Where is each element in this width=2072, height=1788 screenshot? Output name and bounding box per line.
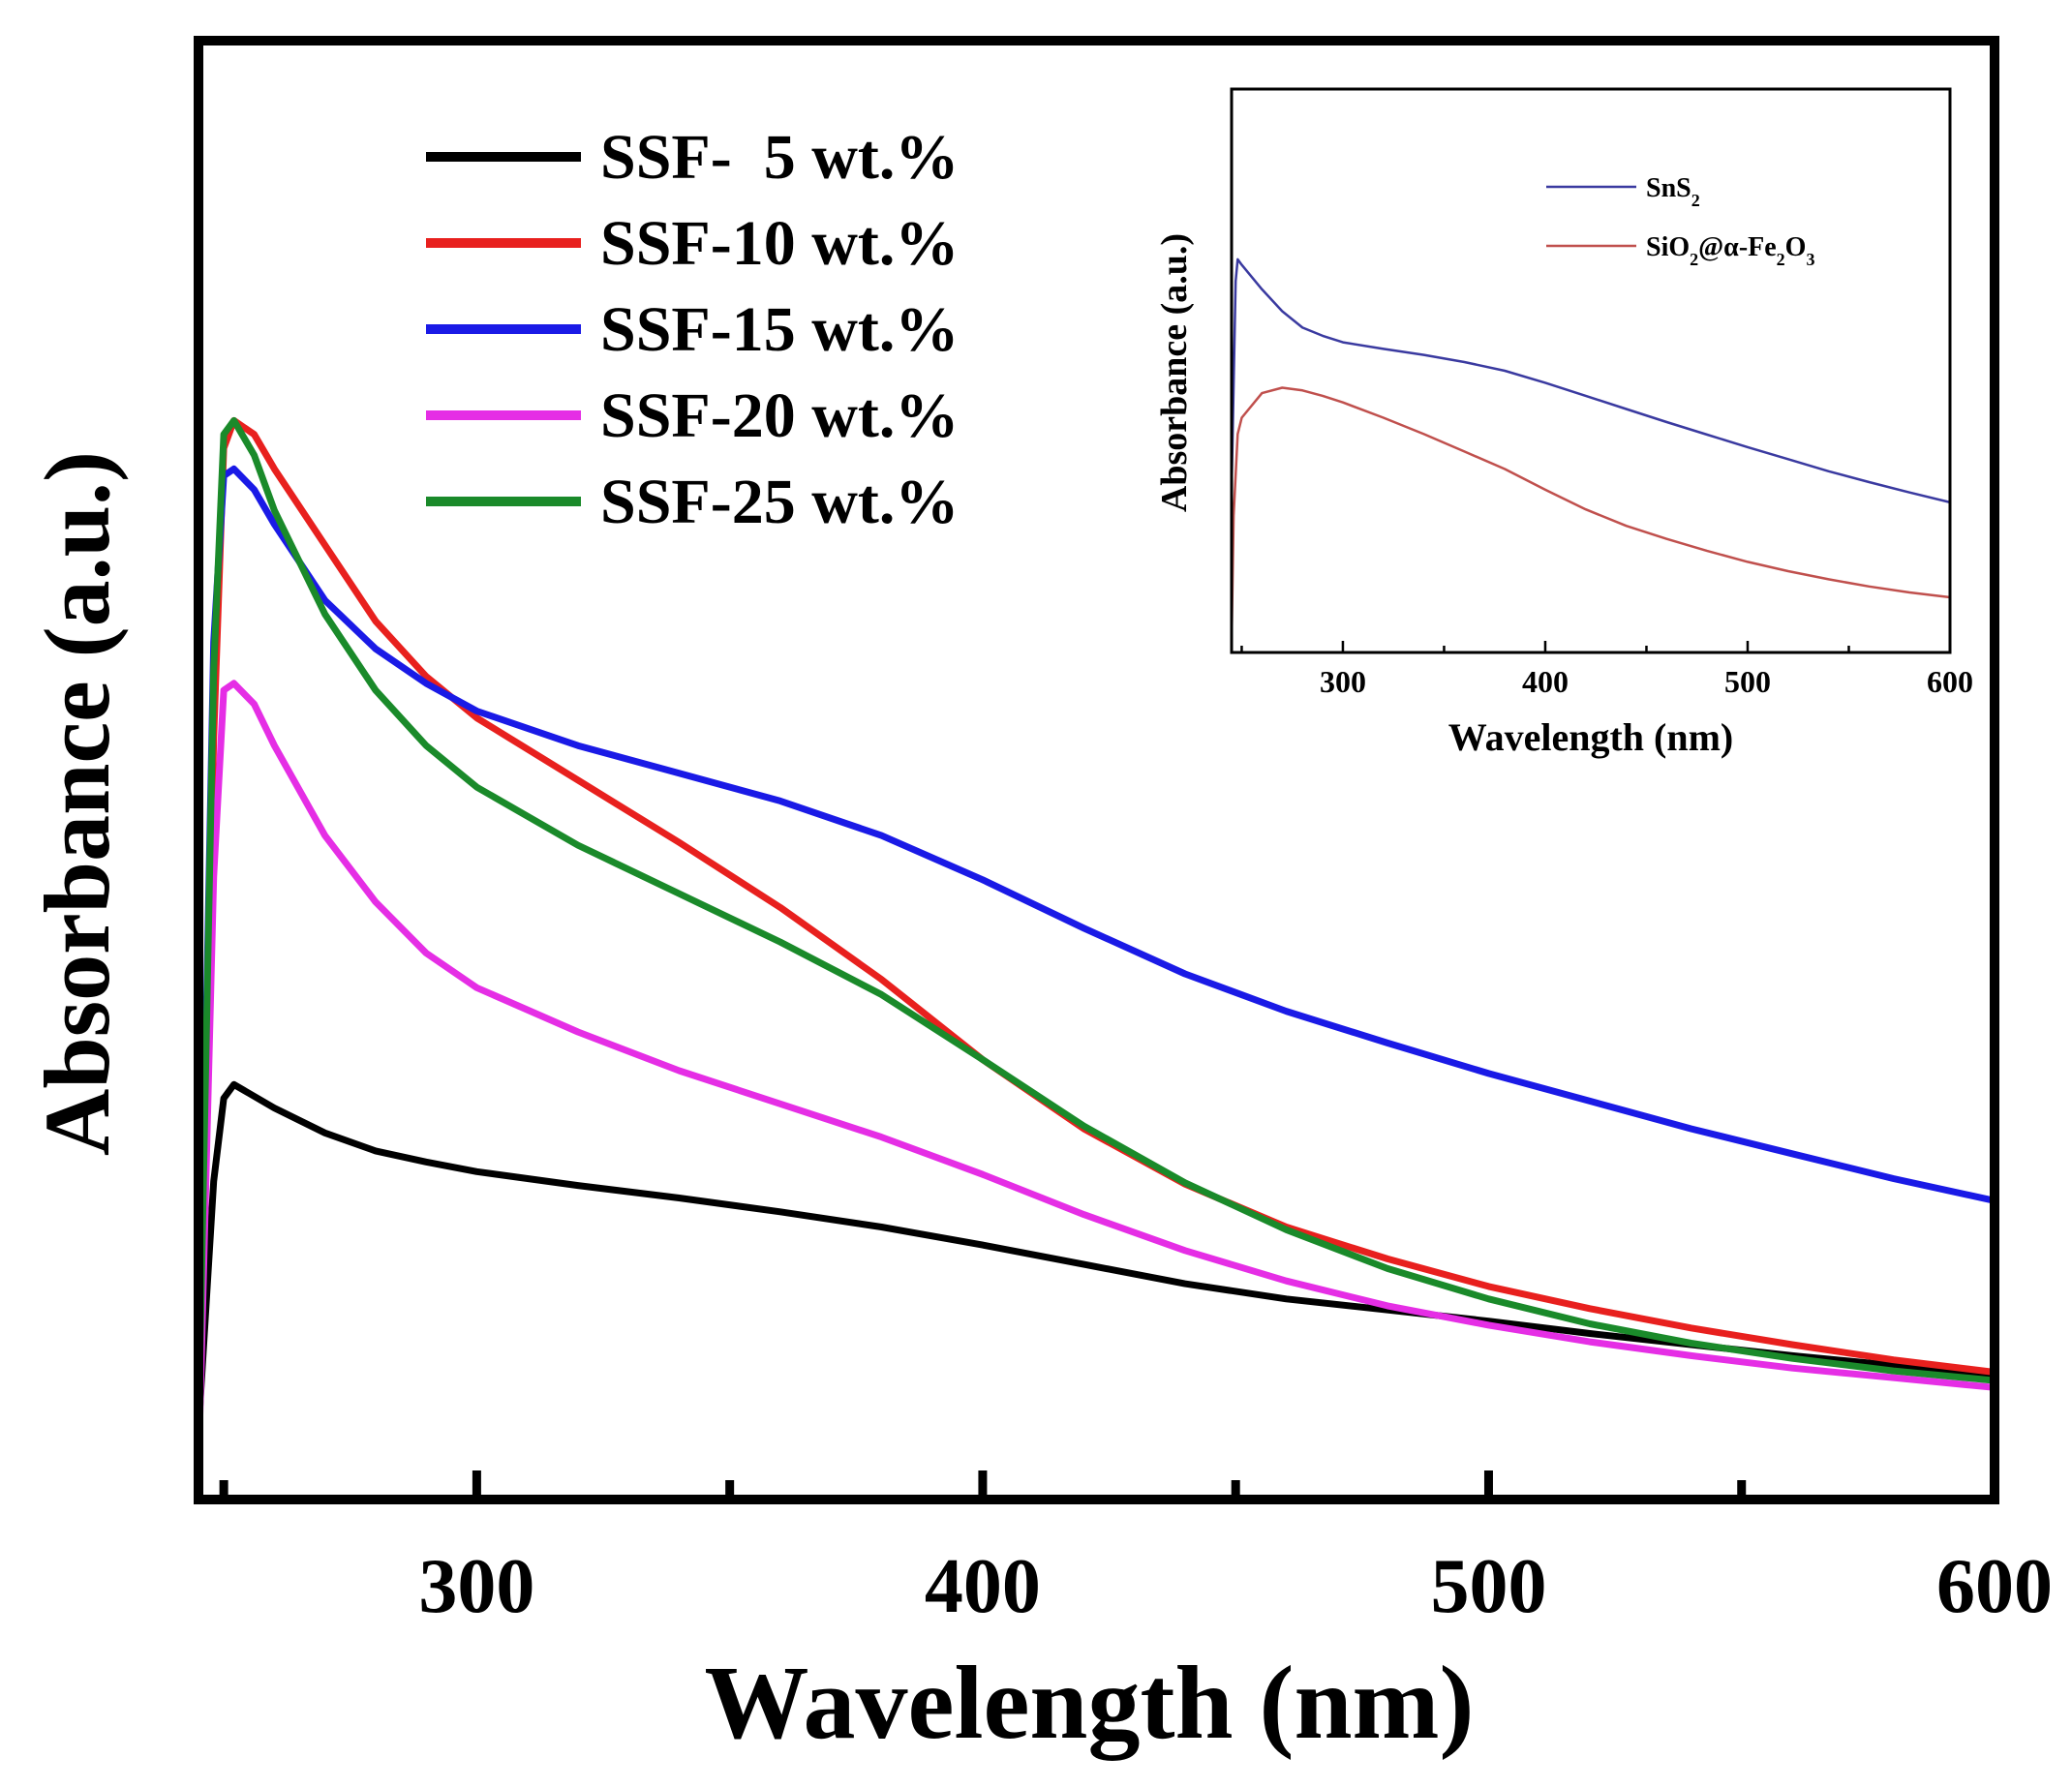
inset-series-line-sns2 [1230,258,1952,504]
main-series-line-ssf-25-wt [195,416,1998,1434]
main-legend-label-ssf-20-wt: SSF-20 wt.% [600,380,959,451]
inset-chart: 300 400 500 600 Wavelength (nm) Absorbance … [1154,87,1973,759]
inset-series-line-sio2-fe2o3 [1230,386,1952,643]
inset-x-axis-title: Wavelength (nm) [1448,715,1733,759]
inset-x-tick-labels: 300 400 500 600 [1320,664,1973,699]
main-y-axis-title: Absorbance (a.u.) [25,451,129,1156]
inset-legend: SnS2 SiO2@α-Fe2O3 [1546,173,1814,269]
main-series-line-ssf-15-wt [195,465,1998,1420]
main-legend-label-ssf-25-wt: SSF-25 wt.% [600,467,959,537]
main-tick-label-600: 600 [1936,1544,2053,1629]
main-plot-frame [194,36,1999,1504]
inset-legend-label-sio2-fe2o3: SiO2@α-Fe2O3 [1646,232,1814,269]
inset-legend-label-sns2: SnS2 [1646,173,1700,210]
inset-background [1232,89,1950,652]
inset-tick-label-400: 400 [1522,664,1569,699]
main-series-line-ssf-20-wt [195,680,1998,1475]
main-tick-label-500: 500 [1430,1544,1546,1629]
inset-tick-label-500: 500 [1724,664,1771,699]
inset-x-ticks [1240,641,1952,652]
main-series-group [195,416,1998,1475]
main-legend-label-ssf-10-wt: SSF-10 wt.% [600,208,959,279]
main-series-line-ssf-10-wt [195,416,1998,1407]
main-tick-label-400: 400 [925,1544,1041,1629]
main-x-tick-labels: 300 400 500 600 [418,1544,2053,1629]
inset-series-group [1230,258,1952,643]
main-legend-label-ssf-5-wt: SSF- 5 wt.% [600,122,959,193]
main-chart: 300 400 500 600 Wavelength (nm) Absorbance … [25,36,2053,1761]
main-tick-label-300: 300 [418,1544,534,1629]
inset-tick-label-600: 600 [1927,664,1973,699]
main-x-ticks [219,1470,1999,1500]
main-legend-label-ssf-15-wt: SSF-15 wt.% [600,294,959,365]
inset-y-axis-title: Absorbance (a.u.) [1154,233,1195,512]
main-x-axis-title: Wavelength (nm) [705,1646,1475,1761]
inset-plot-frame [1230,87,1952,654]
main-legend: SSF- 5 wt.% SSF-10 wt.% SSF-15 wt.% SSF-20 … [426,122,959,537]
inset-tick-label-300: 300 [1320,664,1366,699]
main-series-line-ssf-5-wt [195,1080,1998,1434]
